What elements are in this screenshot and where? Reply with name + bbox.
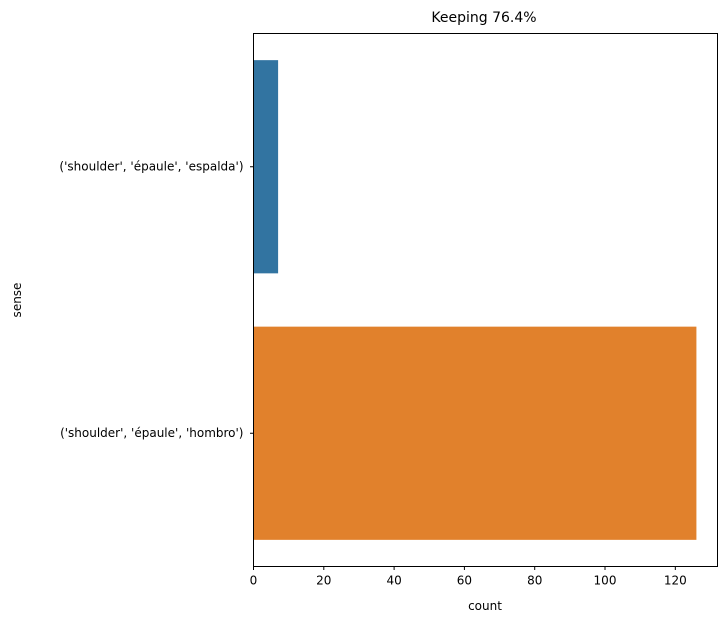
y-tick-label-0: ('shoulder', 'épaule', 'espalda') <box>59 159 243 173</box>
x-tick-label-1: 20 <box>316 574 331 588</box>
bar-0 <box>253 60 279 274</box>
bar-1 <box>253 326 697 540</box>
x-tick-label-6: 120 <box>664 574 687 588</box>
y-axis-label: sense <box>10 283 24 318</box>
y-tick-label-1: ('shoulder', 'épaule', 'hombro') <box>60 426 243 440</box>
x-tick-label-4: 80 <box>527 574 542 588</box>
x-tick-label-3: 60 <box>457 574 472 588</box>
x-axis-label: count <box>468 599 502 613</box>
plot-frame <box>253 33 718 567</box>
y-axis-ticks: ('shoulder', 'épaule', 'espalda') ('shoul… <box>59 159 254 440</box>
bars-group <box>253 60 697 540</box>
x-tick-label-2: 40 <box>386 574 401 588</box>
x-tick-label-5: 100 <box>594 574 617 588</box>
x-tick-label-0: 0 <box>250 574 258 588</box>
chart-title: Keeping 76.4% <box>431 10 536 26</box>
x-axis-ticks: 0 20 40 60 80 100 120 <box>250 566 687 588</box>
